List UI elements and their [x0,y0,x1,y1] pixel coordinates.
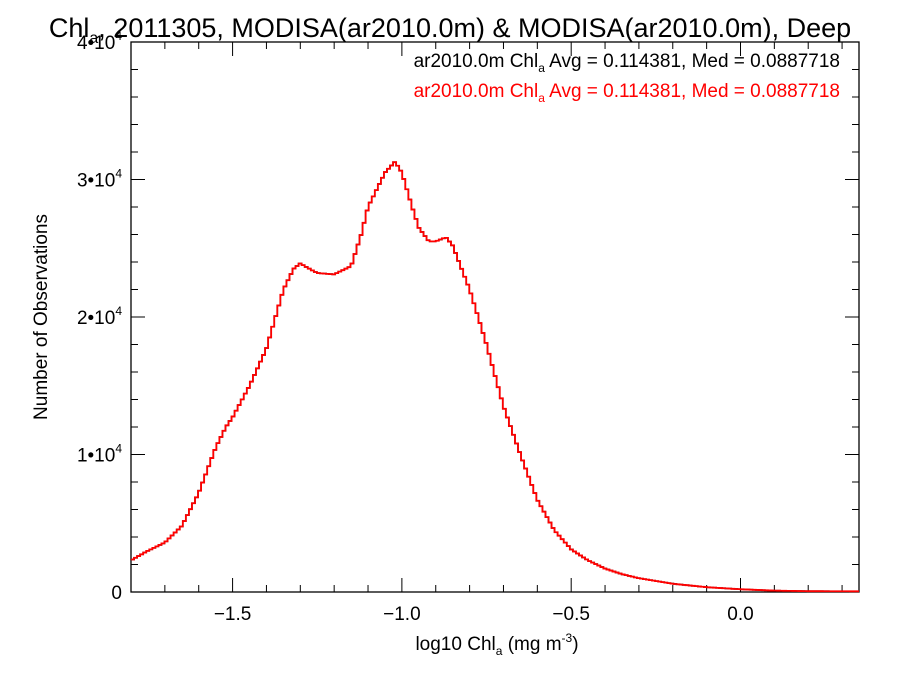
chart-title-main: Chl [49,13,90,43]
y-tick-label-exponent: 4 [115,167,122,181]
legend-entry-1: ar2010.0m Chla Avg = 0.114381, Med = 0.0… [414,51,840,75]
y-tick-label-exponent: 4 [115,442,122,456]
x-axis-label-unit: (mg m [502,634,561,655]
y-tick-label: 4•104 [77,29,122,54]
legend-entry-2-prefix: ar2010.0m Chl [414,81,539,102]
x-axis-label-main: log10 Chl [415,634,495,655]
chart-title-subscript: a [89,30,98,47]
legend-entry-1-prefix: ar2010.0m Chl [414,51,539,72]
x-tick-label: 0.0 [727,604,753,625]
x-axis-label-close: ) [572,634,578,655]
y-tick-label-base: 3•10 [77,171,115,192]
series-2-line [131,161,859,593]
y-tick-label-base: 0 [111,583,122,604]
y-tick-label-base: 2•10 [77,308,115,329]
x-axis-label-superscript: -3 [562,631,573,645]
legend-entry-1-suffix: Avg = 0.114381, Med = 0.0887718 [545,51,840,72]
y-tick-label: 0 [111,583,122,604]
x-axis-label: log10 Chla (mg m-3) [415,631,578,658]
x-tick-labels: −1.5 −1.0 −0.5 0.0 [214,604,754,625]
plot-frame [130,41,860,593]
y-tick-label: 2•104 [77,304,122,329]
y-tick-label-base: 4•10 [77,33,115,54]
y-tick-label-exponent: 4 [115,304,122,318]
x-tick-label: −1.0 [383,604,421,625]
y-tick-label-base: 1•10 [77,446,115,467]
y-tick-label-exponent: 4 [115,29,122,43]
legend-entry-1-subscript: a [538,61,545,75]
y-tick-label: 1•104 [77,442,122,467]
x-tick-label: −1.5 [214,604,252,625]
axis-ticks [130,41,859,593]
chart-title-rest: , 2011305, MODISA(ar2010.0m) & MODISA(ar… [98,13,851,43]
x-axis-label-subscript: a [496,644,503,658]
y-axis-label: Number of Observations [31,214,52,420]
x-tick-label: −0.5 [552,604,590,625]
series-group [131,161,859,593]
chart-title: Chla, 2011305, MODISA(ar2010.0m) & MODIS… [49,13,851,47]
y-tick-label: 3•104 [77,167,122,192]
legend-entry-2-suffix: Avg = 0.114381, Med = 0.0887718 [545,81,840,102]
legend-entry-2-subscript: a [538,91,545,105]
legend-entry-2: ar2010.0m Chla Avg = 0.114381, Med = 0.0… [414,81,840,105]
